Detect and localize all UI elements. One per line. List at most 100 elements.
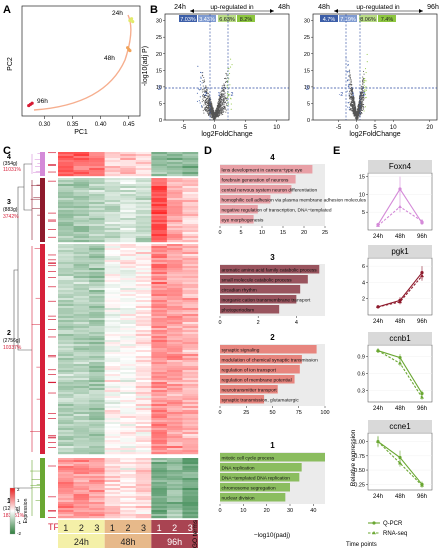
heatmap-cell [135,246,152,249]
heatmap-cell [182,184,199,187]
volcano-point [354,109,356,111]
heatmap-cell [120,180,136,183]
heatmap-cell [58,216,74,219]
volcano-point [221,107,223,109]
heatmap-cell [58,410,74,413]
volcano-point [361,91,363,93]
volcano-point [351,107,353,109]
heatmap-cell [120,254,136,257]
line-x-tick-label: 96h [417,234,427,240]
heatmap-cell [120,256,136,259]
pca-x-tick-label: 0.35 [67,122,79,128]
heatmap-cell [120,448,136,451]
volcano-point [347,106,349,108]
volcano-point [226,96,228,99]
heatmap-cell [182,214,199,217]
heatmap-cell [73,444,90,447]
heatmap-cell [58,446,74,449]
heatmap-cell [135,296,152,299]
volcano-point [218,114,221,117]
volcano-point [352,99,354,101]
heatmap-cell [182,280,199,283]
heatmap-cell [120,274,136,277]
heatmap-cell [135,484,152,487]
heatmap-cell [89,284,105,287]
heatmap-cell [135,490,152,493]
heatmap-cell [135,388,152,391]
heatmap-cell [58,510,74,513]
replicate-label: 3 [188,523,193,533]
heatmap-cell [89,356,105,359]
heatmap-cell [166,402,183,405]
heatmap-cell [182,274,199,277]
heatmap-cell [135,334,152,337]
heatmap-cell [135,352,152,355]
heatmap-cell [58,372,74,375]
heatmap-cell [104,164,121,167]
heatmap-cell [104,450,121,453]
volcano-point [351,110,353,112]
heatmap-cell [58,458,74,461]
heatmap-cell [58,340,74,343]
heatmap-cell [120,434,136,437]
heatmap-cell [182,492,199,495]
volcano-point [362,92,364,94]
heatmap-cell [120,294,136,297]
heatmap-cell [166,320,183,323]
heatmap-cell [151,210,168,213]
heatmap-cell [151,302,168,305]
heatmap-cell [182,330,199,333]
heatmap-cell [182,318,199,321]
heatmap-cell [182,452,199,455]
heatmap-cell [104,426,121,429]
heatmap-cell [151,166,168,169]
heatmap-cell [135,264,152,267]
heatmap-cell [166,492,183,495]
heatmap-cell [151,482,168,485]
heatmap-cell [89,278,105,281]
heatmap-cell [135,394,152,397]
heatmap-cell [120,194,136,197]
heatmap-cell [166,254,183,257]
heatmap-cell [58,486,74,489]
tf-mark [48,277,56,278]
heatmap-cell [151,406,168,409]
heatmap-cell [182,466,199,469]
heatmap-cell [135,266,152,269]
heatmap-cell [89,486,105,489]
heatmap-cell [104,220,121,223]
volcano-point [221,107,224,109]
line-point-triangle [420,483,424,487]
heatmap-cell [151,272,168,275]
heatmap-cell [104,382,121,385]
heatmap-cell [182,228,199,231]
heatmap-cell [166,246,183,249]
heatmap-cell [120,288,136,291]
heatmap-cell [120,190,136,193]
volcano-x-tick-label: -5 [181,125,187,131]
heatmap-cell [58,402,74,405]
panel-letter-c: C [3,145,11,157]
heatmap-cell [151,424,168,427]
heatmap-cell [58,360,74,363]
go-x-tick-label: 2 [257,320,260,326]
heatmap-cell [58,326,74,329]
heatmap-cell [166,352,183,355]
heatmap-cell [120,318,136,321]
heatmap-cell [151,292,168,295]
heatmap-cell [58,380,74,383]
heatmap-cell [89,294,105,297]
heatmap-cell [182,342,199,345]
heatmap-cell [120,308,136,311]
heatmap-cell [58,234,74,237]
heatmap-cell [135,292,152,295]
heatmap-cell [73,350,90,353]
heatmap-cell [166,178,183,181]
volcano-point [215,110,218,112]
heatmap-cell [58,168,74,171]
heatmap-cell [89,494,105,497]
heatmap-cell [166,234,183,237]
volcano-point [211,106,213,108]
heatmap-cell [151,496,168,499]
